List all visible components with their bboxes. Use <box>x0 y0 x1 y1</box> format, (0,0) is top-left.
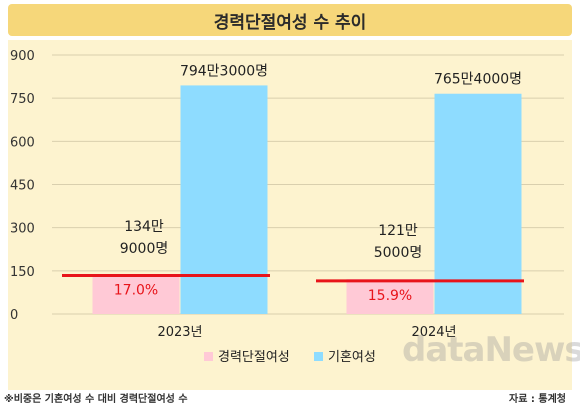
data-label-career-break: 9000명 <box>120 241 169 257</box>
legend-label: 경력단절여성 <box>218 350 290 365</box>
bar-career-break-1 <box>92 275 180 314</box>
legend-swatch <box>204 352 213 361</box>
data-label-career-break: 134만 <box>124 219 164 235</box>
chart-title: 경력단절여성 수 추이 <box>213 12 367 33</box>
chart-area: 0 150 300 450 600 750 900 134만 9000명 794만3000명 202… <box>8 40 572 390</box>
y-tick-label: 300 <box>10 222 35 237</box>
data-label-career-break: 5000명 <box>374 245 423 261</box>
y-tick-label: 600 <box>10 135 35 150</box>
footnote: ※비중은 기혼여성 수 대비 경력단절여성 수 <box>4 394 188 405</box>
data-label-married: 765만4000명 <box>434 72 522 88</box>
y-tick-label: 750 <box>10 92 35 107</box>
bar-career-break-2 <box>346 279 434 314</box>
ratio-label: 15.9% <box>368 288 412 304</box>
legend-swatch <box>314 352 323 361</box>
datanews-watermark: dataNews <box>402 330 580 370</box>
source-note: 자료 : 통계청 <box>509 394 566 405</box>
bar-married-1 <box>180 85 268 314</box>
chart-title-bar: 경력단절여성 수 추이 <box>8 4 572 36</box>
y-tick-label: 0 <box>10 308 18 323</box>
y-tick-label: 150 <box>10 265 35 280</box>
ratio-label: 17.0% <box>114 282 158 298</box>
data-label-married: 794만3000명 <box>180 63 268 79</box>
y-tick-label: 450 <box>10 179 35 194</box>
x-tick-label: 2024년 <box>411 325 456 340</box>
legend-label: 기혼여성 <box>328 350 376 365</box>
data-label-career-break: 121만 <box>378 223 418 239</box>
x-tick-label: 2023년 <box>157 325 202 340</box>
bar-chart: 0 150 300 450 600 750 900 134만 9000명 794만3000명 202… <box>10 49 564 365</box>
bar-married-2 <box>434 93 522 314</box>
y-tick-label: 900 <box>10 49 35 64</box>
